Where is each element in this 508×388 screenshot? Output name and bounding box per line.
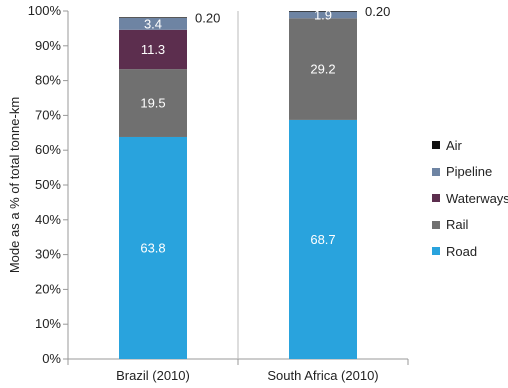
bar-segment-road	[289, 119, 357, 359]
y-tick-label: 20%	[35, 281, 61, 296]
bar-segment-air	[289, 11, 357, 12]
bar-segment-road	[119, 136, 187, 359]
legend-swatch	[432, 194, 440, 202]
bars	[119, 11, 357, 359]
legend-item-air: Air	[432, 136, 508, 154]
data-label: 1.9	[314, 8, 332, 23]
x-tick-label: Brazil (2010)	[116, 368, 190, 383]
legend-label: Pipeline	[446, 164, 493, 179]
legend-item-pipeline: Pipeline	[432, 163, 508, 181]
data-label: 0.20	[365, 4, 390, 19]
axes: 0% 10% 20% 30% 40% 50% 60% 70% 80% 90% 100% Brazil …	[28, 3, 409, 383]
legend-label: Road	[446, 243, 478, 259]
y-tick-label: 90%	[35, 38, 61, 53]
bar-segment-pipeline	[119, 17, 187, 30]
y-tick-label: 60%	[35, 142, 61, 157]
bar-segment-rail	[119, 69, 187, 137]
bar-segment-pipeline	[289, 11, 357, 19]
legend-label: Rail	[446, 217, 469, 232]
x-tick-label: South Africa (2010)	[267, 368, 378, 383]
legend: Air Pipeline Waterways Rail Road	[432, 136, 508, 269]
legend-item-road: Road	[432, 242, 508, 260]
data-label: 63.8	[140, 240, 165, 255]
data-label: 68.7	[310, 232, 335, 247]
y-tick-label: 10%	[35, 316, 61, 331]
data-label: 11.3	[141, 42, 165, 57]
legend-label: Waterways	[446, 190, 508, 206]
y-tick-label: 0%	[42, 351, 61, 366]
legend-swatch	[432, 247, 440, 255]
y-tick-label: 80%	[35, 73, 61, 88]
legend-swatch	[432, 167, 440, 176]
y-tick-label: 50%	[35, 177, 61, 192]
bar-segment-rail	[289, 18, 357, 120]
legend-swatch	[432, 220, 440, 229]
data-label: 3.4	[144, 16, 162, 31]
bar-segment-air	[119, 17, 187, 18]
data-label: 29.2	[310, 62, 335, 77]
y-tick-label: 30%	[35, 247, 61, 262]
y-axis-label: Mode as a % of total tonne-km	[7, 97, 22, 273]
y-tick-label: 100%	[28, 3, 62, 18]
legend-item-waterways: Waterways	[432, 189, 508, 207]
y-tick-label: 40%	[35, 212, 61, 227]
data-label: 19.5	[140, 96, 165, 111]
legend-swatch	[432, 141, 440, 149]
bar-segment-waterways	[119, 29, 187, 70]
data-labels: 63.8 19.5 11.3 3.4 0.20 68.7 29.2 1.9 0.20	[140, 4, 390, 255]
y-tick-label: 70%	[35, 107, 61, 122]
data-label: 0.20	[195, 10, 220, 25]
legend-item-rail: Rail	[432, 216, 508, 234]
legend-label: Air	[446, 137, 462, 153]
